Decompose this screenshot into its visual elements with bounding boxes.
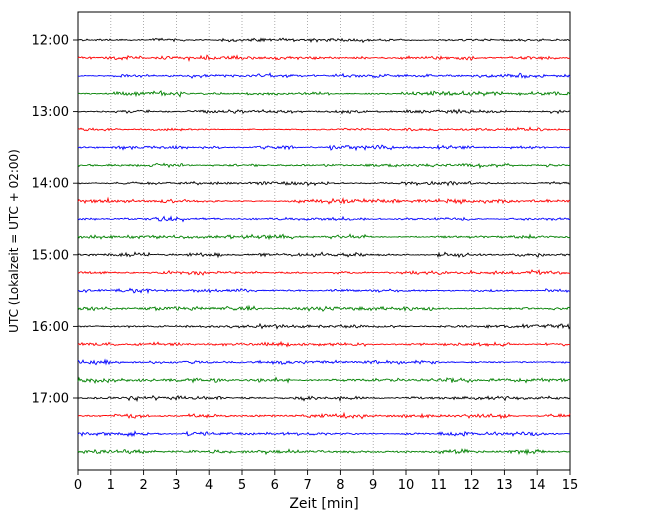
svg-text:2: 2 — [139, 478, 147, 493]
svg-text:8: 8 — [336, 478, 344, 493]
svg-text:16:00: 16:00 — [32, 320, 69, 335]
svg-text:14:00: 14:00 — [32, 177, 69, 192]
svg-text:13:00: 13:00 — [32, 105, 69, 120]
svg-text:15:00: 15:00 — [32, 248, 69, 263]
svg-text:17:00: 17:00 — [32, 392, 69, 407]
svg-text:13: 13 — [496, 478, 513, 493]
x-axis-label: Zeit [min] — [289, 496, 359, 512]
svg-text:11: 11 — [431, 478, 448, 493]
svg-text:6: 6 — [271, 478, 279, 493]
svg-text:0: 0 — [74, 478, 82, 493]
svg-text:12: 12 — [463, 478, 480, 493]
svg-text:5: 5 — [238, 478, 246, 493]
svg-text:9: 9 — [369, 478, 377, 493]
svg-text:10: 10 — [398, 478, 415, 493]
svg-text:1: 1 — [107, 478, 115, 493]
svg-text:3: 3 — [172, 478, 180, 493]
y-axis-label: UTC (Lokalzeit = UTC + 02:00) — [7, 149, 21, 333]
svg-text:12:00: 12:00 — [32, 34, 69, 49]
svg-text:7: 7 — [303, 478, 311, 493]
svg-text:4: 4 — [205, 478, 213, 493]
svg-text:14: 14 — [529, 478, 546, 493]
svg-text:15: 15 — [562, 478, 579, 493]
